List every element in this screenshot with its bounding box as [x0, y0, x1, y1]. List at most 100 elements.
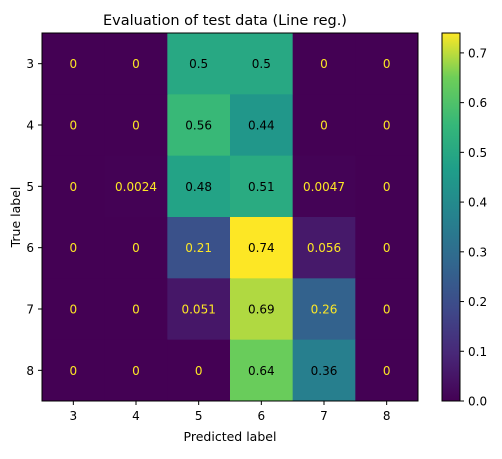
heatmap-cell — [42, 339, 106, 402]
colorbar-tick-label: 0.0 — [468, 395, 487, 409]
heatmap-cell — [42, 155, 106, 218]
x-tick-label: 8 — [383, 409, 391, 423]
heatmap-cell — [104, 33, 168, 95]
chart-title: Evaluation of test data (Line reg.) — [103, 13, 347, 29]
colorbar: 0.0 0.1 0.2 0.3 0.4 0.5 0.6 0.7 — [441, 32, 487, 409]
y-tick-label: 8 — [26, 364, 34, 378]
heatmap-cell — [355, 217, 419, 279]
x-tick-label: 5 — [195, 409, 203, 423]
cell-value-label: 0.056 — [307, 241, 341, 255]
cell-value-label: 0.74 — [248, 241, 275, 255]
cell-value-label: 0 — [132, 364, 140, 378]
heatmap-cell — [292, 217, 356, 279]
y-tick-label: 6 — [26, 241, 34, 255]
heatmap-cell — [104, 94, 168, 157]
cell-value-label: 0 — [132, 119, 140, 133]
heatmap-cell — [230, 155, 294, 218]
y-axis-label: True label — [8, 187, 23, 249]
heatmap-cell — [42, 94, 106, 157]
cell-value-label: 0.36 — [311, 364, 338, 378]
cell-value-label: 0.0024 — [115, 180, 157, 194]
cell-value-label: 0 — [70, 303, 78, 317]
x-tick-label: 3 — [70, 409, 78, 423]
heatmap-cell — [167, 339, 231, 402]
x-tick-label: 6 — [258, 409, 266, 423]
heatmap-cell — [42, 278, 106, 341]
heatmap-cell — [167, 33, 231, 95]
heatmap-cells — [42, 33, 419, 402]
cell-value-label: 0 — [70, 241, 78, 255]
colorbar-tick-label: 0.5 — [468, 146, 487, 160]
heatmap-cell-labels: 0 0 0.5 0.5 0 0 0 0 0.56 0.44 0 0 0 0.0024 0.48 0.51 0.0… — [70, 57, 391, 378]
heatmap-cell — [292, 339, 356, 402]
cell-value-label: 0 — [132, 241, 140, 255]
heatmap-cell — [355, 155, 419, 218]
heatmap-cell — [292, 155, 356, 218]
heatmap-cell — [104, 339, 168, 402]
colorbar-tick-label: 0.1 — [468, 345, 487, 359]
cell-value-label: 0.64 — [248, 364, 275, 378]
cell-value-label: 0 — [132, 303, 140, 317]
cell-value-label: 0.0047 — [303, 180, 345, 194]
y-tick-label: 5 — [26, 180, 34, 194]
cell-value-label: 0 — [70, 57, 78, 71]
x-axis-label: Predicted label — [184, 429, 277, 444]
cell-value-label: 0.69 — [248, 303, 275, 317]
heatmap-cell — [167, 94, 231, 157]
heatmap-cell — [355, 33, 419, 95]
heatmap-cell — [292, 33, 356, 95]
heatmap-cell — [104, 155, 168, 218]
cell-value-label: 0 — [383, 180, 391, 194]
y-tick-label: 3 — [26, 57, 34, 71]
cell-value-label: 0 — [383, 364, 391, 378]
y-tick-label: 4 — [26, 119, 34, 133]
colorbar-tick-label: 0.3 — [468, 245, 487, 259]
cell-value-label: 0.26 — [311, 303, 338, 317]
heatmap-cell — [104, 217, 168, 279]
cell-value-label: 0 — [383, 241, 391, 255]
y-tick-label: 7 — [26, 303, 34, 317]
heatmap-cell — [42, 33, 106, 95]
plot-frame — [41, 32, 419, 402]
colorbar-frame — [441, 32, 461, 402]
x-tick-label: 7 — [320, 409, 328, 423]
colorbar-gradient — [442, 33, 460, 401]
heatmap-cell — [230, 217, 294, 279]
cell-value-label: 0 — [383, 57, 391, 71]
heatmap-cell — [230, 33, 294, 95]
heatmap-cell — [292, 94, 356, 157]
cell-value-label: 0 — [320, 57, 328, 71]
colorbar-tick-label: 0.2 — [468, 295, 487, 309]
heatmap-cell — [230, 94, 294, 157]
cell-value-label: 0.21 — [185, 241, 212, 255]
heatmap-cell — [167, 217, 231, 279]
cell-value-label: 0.5 — [252, 57, 271, 71]
heatmap-cell — [292, 278, 356, 341]
cell-value-label: 0 — [195, 364, 203, 378]
cell-value-label: 0 — [320, 119, 328, 133]
heatmap-cell — [355, 94, 419, 157]
x-axis-ticks: 3 4 5 6 7 8 — [70, 401, 391, 423]
cell-value-label: 0 — [383, 119, 391, 133]
cell-value-label: 0.44 — [248, 119, 275, 133]
colorbar-tick-label: 0.7 — [468, 46, 487, 60]
colorbar-tick-label: 0.6 — [468, 96, 487, 110]
heatmap-cell — [104, 278, 168, 341]
x-tick-label: 4 — [132, 409, 140, 423]
cell-value-label: 0.56 — [185, 119, 212, 133]
cell-value-label: 0.5 — [189, 57, 208, 71]
heatmap-cell — [42, 217, 106, 279]
cell-value-label: 0.51 — [248, 180, 275, 194]
heatmap-cell — [355, 339, 419, 402]
cell-value-label: 0 — [70, 364, 78, 378]
cell-value-label: 0 — [383, 303, 391, 317]
cell-value-label: 0 — [70, 180, 78, 194]
cell-value-label: 0.051 — [181, 303, 215, 317]
heatmap-cell — [167, 278, 231, 341]
heatmap-cell — [355, 278, 419, 341]
heatmap-cell — [167, 155, 231, 218]
colorbar-tick-label: 0.4 — [468, 196, 487, 210]
cell-value-label: 0.48 — [185, 180, 212, 194]
